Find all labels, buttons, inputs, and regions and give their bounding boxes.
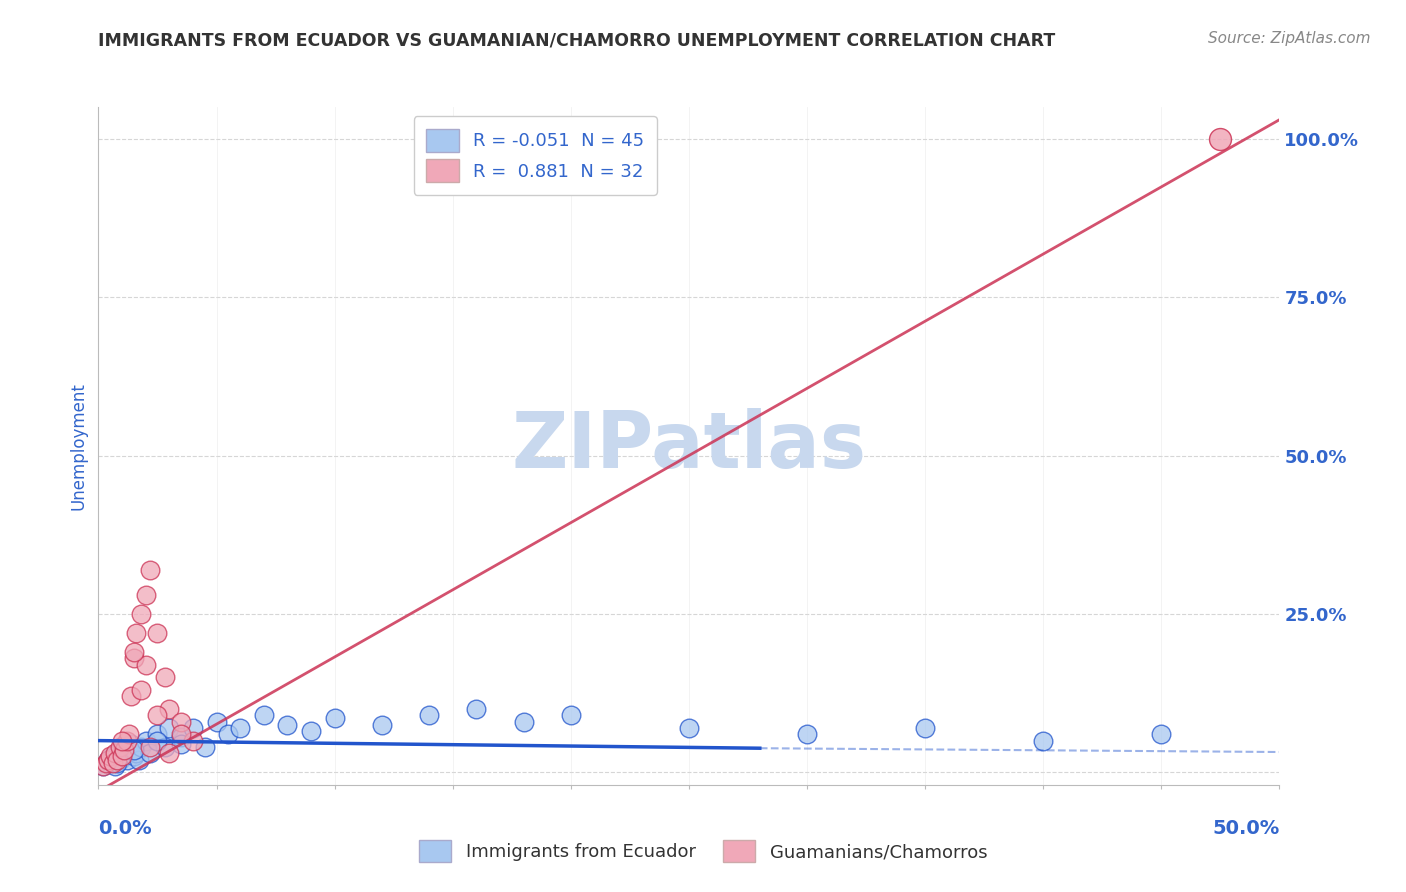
Point (101, 749, 124, 764)
Point (914, 721, 936, 735)
Point (112, 746, 135, 760)
Point (122, 743, 145, 757)
Point (118, 727, 141, 741)
Point (170, 714, 193, 729)
Point (512, 714, 534, 729)
Point (128, 753, 150, 767)
Point (135, 657, 157, 672)
Point (112, 743, 135, 757)
Text: IMMIGRANTS FROM ECUADOR VS GUAMANIAN/CHAMORRO UNEMPLOYMENT CORRELATION CHART: IMMIGRANTS FROM ECUADOR VS GUAMANIAN/CHA… (98, 31, 1056, 49)
Point (122, 749, 145, 764)
Point (418, 708, 440, 723)
Point (129, 682, 152, 697)
Point (157, 721, 180, 735)
Point (122, 645, 145, 659)
Point (371, 718, 394, 732)
Point (170, 737, 193, 751)
Text: 50.0%: 50.0% (1212, 819, 1279, 838)
Point (91, 759, 114, 773)
Point (139, 739, 162, 754)
Point (129, 739, 152, 754)
Point (122, 651, 145, 665)
Point (98, 749, 121, 764)
Point (194, 739, 217, 754)
Point (323, 711, 346, 725)
Point (105, 756, 128, 770)
Point (170, 727, 193, 741)
Text: ZIPatlas: ZIPatlas (512, 408, 866, 484)
Point (157, 702, 180, 716)
Point (146, 708, 169, 723)
Point (1032, 733, 1054, 747)
Point (276, 718, 298, 732)
Point (299, 724, 322, 739)
Point (104, 746, 127, 760)
Point (94, 756, 117, 770)
Point (153, 739, 176, 754)
Point (91, 759, 114, 773)
Point (153, 670, 176, 684)
Point (105, 746, 128, 760)
Point (146, 626, 169, 640)
Point (121, 737, 143, 751)
Point (181, 721, 204, 735)
Point (678, 721, 700, 735)
Point (170, 731, 193, 745)
Point (181, 733, 204, 747)
Point (1209, 132, 1232, 146)
Point (101, 756, 124, 770)
Point (97, 753, 120, 767)
Point (97, 753, 120, 767)
Y-axis label: Unemployment: Unemployment (69, 382, 87, 510)
Point (121, 690, 143, 704)
Point (98, 756, 121, 770)
Point (105, 753, 128, 767)
Point (125, 626, 148, 640)
Point (465, 702, 488, 716)
Point (129, 607, 152, 621)
Point (135, 588, 157, 602)
Point (111, 739, 134, 754)
Point (157, 746, 180, 760)
Point (1150, 727, 1173, 741)
Point (253, 708, 276, 723)
Text: 0.0%: 0.0% (98, 819, 152, 838)
Legend: Immigrants from Ecuador, Guamanians/Chamorros: Immigrants from Ecuador, Guamanians/Cham… (412, 833, 994, 870)
Point (115, 733, 138, 747)
Point (146, 733, 169, 747)
Point (111, 749, 134, 764)
Point (560, 708, 582, 723)
Point (796, 727, 818, 741)
Point (146, 727, 169, 741)
Point (205, 714, 228, 729)
Point (108, 739, 131, 754)
Text: Source: ZipAtlas.com: Source: ZipAtlas.com (1208, 31, 1371, 46)
Point (125, 746, 148, 760)
Legend: R = -0.051  N = 45, R =  0.881  N = 32: R = -0.051 N = 45, R = 0.881 N = 32 (413, 116, 657, 195)
Point (139, 746, 162, 760)
Point (118, 743, 141, 757)
Point (111, 733, 134, 747)
Point (135, 733, 157, 747)
Point (139, 563, 162, 577)
Point (115, 753, 138, 767)
Point (104, 759, 127, 773)
Point (217, 727, 239, 741)
Point (108, 753, 131, 767)
Point (229, 721, 252, 735)
